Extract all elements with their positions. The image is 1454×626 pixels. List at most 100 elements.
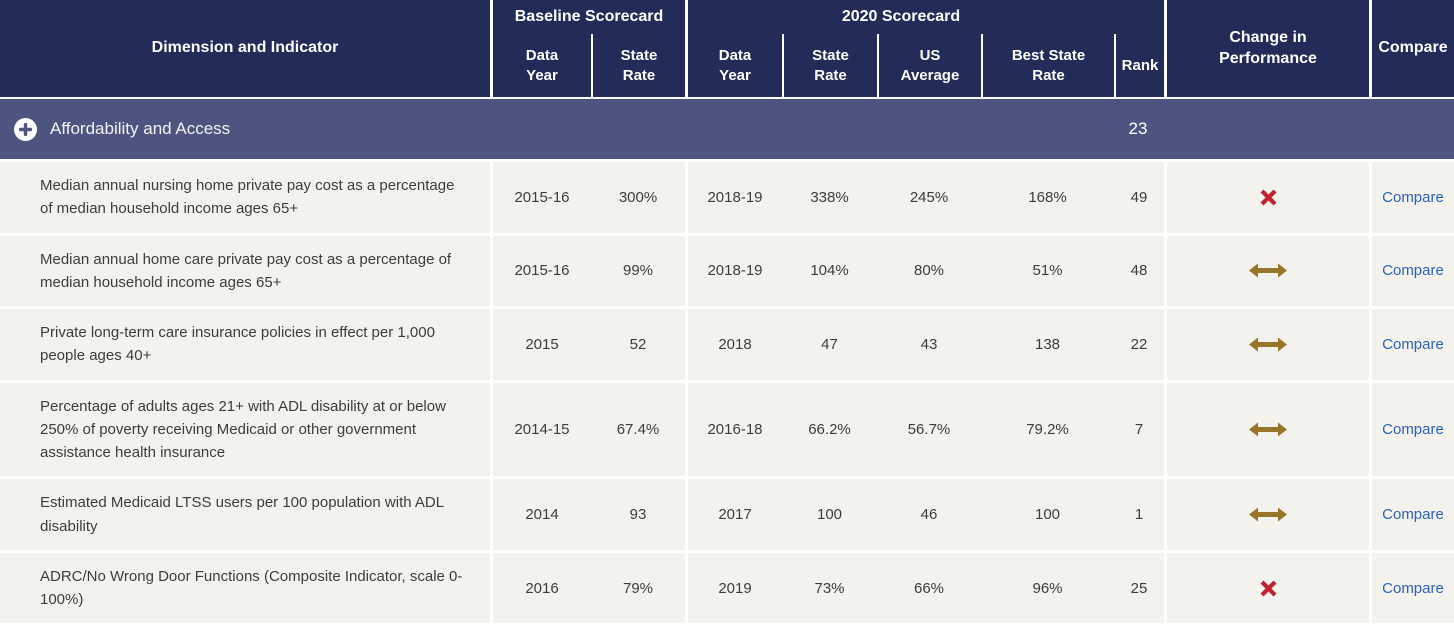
- change-cell: [1167, 235, 1369, 306]
- column-divider: [490, 382, 493, 477]
- column-divider: [1369, 382, 1372, 477]
- declined-x-icon: [1260, 189, 1276, 206]
- baseline-state-rate-value: 67.4%: [616, 420, 660, 438]
- indicator-label: Estimated Medicaid LTSS users per 100 po…: [40, 494, 444, 535]
- column-divider: [490, 235, 493, 306]
- compare-link[interactable]: Compare: [1382, 262, 1444, 280]
- table-row: Median annual nursing home private pay c…: [0, 162, 1454, 233]
- compare-cell: Compare: [1372, 309, 1454, 380]
- state-rate-2020-value: 100: [816, 506, 843, 523]
- us-average-value: 66%: [913, 579, 945, 597]
- indicator-cell: Percentage of adults ages 21+ with ADL d…: [0, 382, 490, 477]
- column-header-dimension-indicator: Dimension and Indicator: [0, 0, 490, 97]
- rank-value: 1: [1134, 506, 1144, 523]
- column-divider: [685, 162, 688, 233]
- indicator-label: Median annual home care private pay cost…: [40, 250, 452, 291]
- no-change-arrow-icon: [1249, 263, 1287, 278]
- baseline-data-year-value: 2015-16: [514, 188, 570, 206]
- rank-value: 22: [1130, 335, 1148, 353]
- data-year-2020-value: 2016-18: [707, 420, 763, 438]
- state-rate-2020-value: 104%: [810, 262, 849, 280]
- indicator-cell: Median annual nursing home private pay c…: [0, 162, 490, 233]
- column-header-compare: Compare: [1372, 0, 1454, 97]
- declined-x-icon: [1260, 580, 1276, 596]
- column-divider: [685, 552, 688, 624]
- column-header-2020-data-year: Data Year: [718, 47, 752, 84]
- baseline-values: 2014 93: [493, 479, 685, 550]
- column-divider: [490, 162, 493, 233]
- column-divider: [685, 479, 688, 550]
- column-divider: [490, 0, 493, 97]
- compare-link[interactable]: Compare: [1382, 188, 1444, 206]
- indicator-cell: Private long-term care insurance policie…: [0, 309, 490, 380]
- compare-link[interactable]: Compare: [1382, 579, 1444, 597]
- us-average-value: 56.7%: [907, 420, 951, 438]
- data-year-2020-value: 2018-19: [707, 188, 763, 206]
- baseline-state-rate-value: 300%: [618, 188, 658, 206]
- column-divider: [1369, 552, 1372, 624]
- column-divider: [1164, 382, 1167, 477]
- column-divider: [1369, 309, 1372, 380]
- baseline-values: 2015 52: [493, 309, 685, 380]
- column-divider: [1369, 162, 1372, 233]
- column-divider: [490, 309, 493, 380]
- column-divider: [685, 0, 688, 97]
- dimension-section-row[interactable]: Affordability and Access 23: [0, 99, 1454, 159]
- plus-circle-icon: [14, 117, 37, 141]
- scorecard-2020-group: 2020 Scorecard Data Year State Rate US A…: [688, 0, 1164, 97]
- rank-value: 7: [1134, 420, 1144, 438]
- baseline-state-rate-value: 52: [629, 335, 647, 353]
- compare-cell: Compare: [1372, 479, 1454, 550]
- indicator-cell: ADRC/No Wrong Door Functions (Composite …: [0, 552, 490, 624]
- table-row: Private long-term care insurance policie…: [0, 309, 1454, 380]
- indicator-cell: Median annual home care private pay cost…: [0, 235, 490, 306]
- column-header-2020-state-rate: State Rate: [782, 34, 877, 97]
- baseline-state-rate-value: 79%: [622, 579, 654, 597]
- table-row: Median annual home care private pay cost…: [0, 235, 1454, 306]
- scorecard-2020-values: 2017 100 46 100 1: [688, 479, 1164, 550]
- compare-cell: Compare: [1372, 235, 1454, 306]
- change-cell: [1167, 552, 1369, 624]
- dimension-header-label: Dimension and Indicator: [151, 39, 339, 57]
- data-year-2020-value: 2019: [718, 579, 752, 597]
- column-header-change-in-performance: Change in Performance: [1167, 0, 1369, 97]
- expand-section-button[interactable]: [14, 117, 37, 141]
- baseline-state-rate-value: 99%: [622, 262, 654, 280]
- baseline-values: 2014-15 67.4%: [493, 382, 685, 477]
- change-cell: [1167, 382, 1369, 477]
- compare-cell: Compare: [1372, 552, 1454, 624]
- data-year-2020-value: 2017: [718, 506, 752, 523]
- best-state-rate-value: 79.2%: [1026, 420, 1069, 438]
- scorecard-2020-values: 2018-19 338% 245% 168% 49: [688, 162, 1164, 233]
- change-cell: [1167, 479, 1369, 550]
- column-divider: [1164, 552, 1167, 624]
- us-average-value: 46: [920, 506, 938, 523]
- column-divider: [1164, 309, 1167, 380]
- table-body: Median annual nursing home private pay c…: [0, 162, 1454, 624]
- state-rate-2020-value: 47: [821, 335, 838, 353]
- no-change-arrow-icon: [1249, 422, 1287, 437]
- column-divider: [1164, 0, 1167, 97]
- baseline-state-rate-value: 93: [629, 506, 647, 523]
- state-rate-2020-value: 338%: [810, 188, 849, 206]
- section-title: Affordability and Access: [50, 119, 231, 138]
- compare-link[interactable]: Compare: [1382, 420, 1444, 438]
- table-row: Estimated Medicaid LTSS users per 100 po…: [0, 479, 1454, 550]
- compare-link[interactable]: Compare: [1382, 506, 1444, 523]
- state-rate-2020-value: 66.2%: [808, 420, 851, 438]
- us-average-value: 43: [920, 335, 938, 353]
- baseline-data-year-value: 2014-15: [514, 420, 570, 438]
- compare-link[interactable]: Compare: [1382, 335, 1444, 353]
- indicator-label: Private long-term care insurance policie…: [40, 324, 435, 365]
- scorecard-2020-values: 2016-18 66.2% 56.7% 79.2% 7: [688, 382, 1164, 477]
- no-change-arrow-icon: [1249, 337, 1287, 352]
- column-divider: [685, 309, 688, 380]
- best-state-rate-value: 51%: [1032, 262, 1063, 280]
- state-rate-2020-value: 73%: [814, 579, 845, 597]
- data-year-2020-value: 2018-19: [707, 262, 763, 280]
- column-divider: [685, 235, 688, 306]
- rank-value: 48: [1130, 262, 1148, 280]
- column-header-baseline-data-year: Data Year: [525, 47, 559, 84]
- rank-value: 49: [1130, 188, 1148, 206]
- column-header-baseline-state-rate: State Rate: [591, 34, 685, 97]
